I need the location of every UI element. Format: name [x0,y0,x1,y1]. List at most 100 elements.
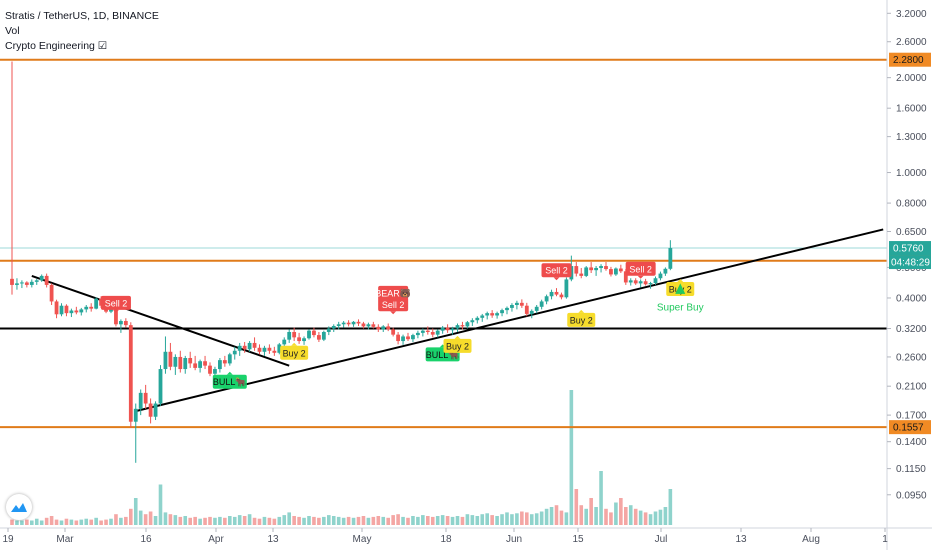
buy-signal-tag: Buy 2 [280,342,309,360]
volume-bar [539,511,544,525]
candle-body [232,350,237,355]
candle-body [49,284,54,302]
volume-bar [64,518,69,525]
candle-body [658,273,663,279]
candle-body [396,334,400,342]
candle-body [341,322,346,325]
candle-body [519,302,524,306]
candle-body [361,323,366,327]
candle-body [430,331,435,335]
volume-bar [163,512,168,525]
candle-body [411,335,415,340]
x-tick-label: Apr [208,534,224,545]
candle-body [618,268,623,272]
y-tick-label: 0.6500 [896,227,927,238]
volume-bar [633,508,638,525]
y-tick-label: 0.4000 [896,293,927,304]
candle-body [29,281,34,285]
candle-body [391,329,396,335]
symbol-legend[interactable]: Stratis / TetherUS, 1D, BINANCE [5,10,159,22]
candle-body [490,313,495,316]
volume-bar [401,516,405,525]
volume-bar [49,516,54,525]
volume-bar [109,518,113,525]
volume-bar [133,498,138,525]
volume-bar [336,516,341,525]
candle-body [534,306,539,311]
y-tick-label: 2.6000 [896,37,927,48]
y-tick-label: 0.1150 [896,464,926,475]
volume-bar [604,508,608,525]
volume-bar [213,517,217,525]
level-price-label: 0.1557 [893,423,924,434]
candle-body [84,306,89,310]
volume-bar [74,520,79,525]
volume-bar [228,516,232,525]
candle-body [247,342,252,350]
candle-body [119,321,123,325]
volume-bar [237,515,242,525]
volume-bar [376,516,381,525]
trendline [135,228,884,413]
candle-body [623,271,628,283]
volume-bar [559,510,564,525]
last-price-label: 0.5760 [893,244,924,255]
x-tick-label: 19 [2,534,14,545]
candle-body [138,392,143,409]
candle-body [277,344,282,353]
volume-bar [218,516,222,525]
candle-body [24,282,29,285]
candle-body [475,317,480,321]
sell-tag-label: Sell 2 [382,300,405,310]
y-tick-label: 2.0000 [896,73,927,84]
volume-bar [549,507,554,525]
volume-bar [356,516,361,525]
volume-bar [495,516,499,525]
volume-bar [391,515,395,525]
volume-bar [554,505,559,525]
volume-bar [366,517,371,525]
volume-legend[interactable]: Vol [5,25,20,37]
volume-bar [445,516,450,525]
candle-body [529,310,534,314]
tradingview-logo-icon[interactable] [6,494,32,520]
bull-tag-label: BULL🐂 [426,350,460,360]
sell-tag-box [378,285,409,300]
bull-signal-tag: BULL🐂 [212,371,247,389]
sell-signal-tag: Sell 2 [378,297,409,315]
volume-bar [119,517,123,525]
candle-body [594,267,598,271]
sell-tag-box [378,297,409,312]
y-tick-label: 0.0950 [896,490,927,501]
candle-body [336,324,341,326]
volume-bar [317,517,321,525]
candle-body [267,347,272,351]
candle-body [20,282,24,284]
volume-bar [34,518,39,525]
x-tick-label: 18 [440,534,452,545]
bull-tag-box [212,374,247,389]
y-tick-label: 1.0000 [896,168,927,179]
candle-body [381,326,386,330]
candle-body [123,321,128,326]
candle-body [653,278,658,284]
candle-body [317,335,321,340]
super-buy-arrow-icon [675,283,686,294]
indicator-legend[interactable]: Crypto Engineering ☑ [5,40,108,52]
y-tick-label: 0.2100 [896,382,927,393]
volume-bar [455,516,460,525]
volume-bar [79,519,84,525]
volume-bar [614,502,618,525]
x-tick-label: 16 [140,534,152,545]
candle-body [346,322,351,325]
candle-body [574,266,579,274]
volume-bar [371,516,376,525]
sell-tag-box [625,261,656,276]
volume-bar [84,518,89,525]
y-tick-label: 0.1400 [896,437,927,448]
candle-body [153,403,158,417]
countdown-box [889,255,931,270]
candle-body [589,267,594,271]
